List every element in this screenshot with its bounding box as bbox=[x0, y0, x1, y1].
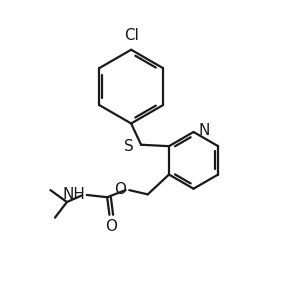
Text: O: O bbox=[105, 219, 117, 234]
Text: S: S bbox=[124, 139, 134, 154]
Text: N: N bbox=[199, 123, 210, 138]
Text: O: O bbox=[114, 182, 126, 197]
Text: NH: NH bbox=[62, 187, 85, 201]
Text: Cl: Cl bbox=[124, 29, 139, 44]
